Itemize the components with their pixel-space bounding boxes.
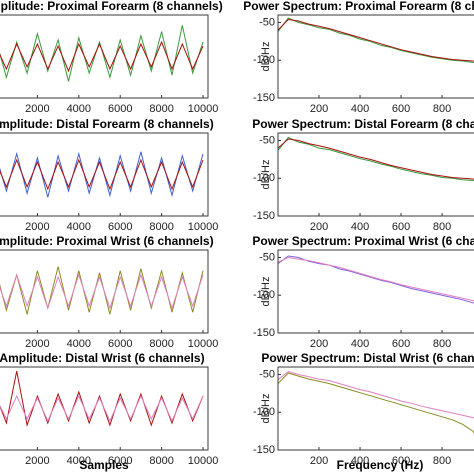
x-axis-label: Frequency (Hz) bbox=[337, 458, 424, 472]
x-tick-label: 600 bbox=[392, 103, 410, 115]
axes-frame bbox=[0, 366, 209, 451]
panel-title: Amplitude: Distal Wrist (6 channels) bbox=[0, 351, 205, 365]
trace bbox=[0, 158, 204, 191]
trace bbox=[277, 370, 474, 419]
axes-frame bbox=[0, 14, 209, 99]
panel-title: Amplitude: Distal Forearm (8 channels) bbox=[0, 117, 214, 131]
trace bbox=[277, 18, 474, 62]
trace bbox=[277, 138, 474, 180]
y-tick-label: -100 bbox=[253, 54, 275, 66]
axes-box bbox=[277, 132, 474, 217]
x-tick-label: 10000 bbox=[188, 103, 219, 115]
panel-title: Power Spectrum: Proximal Wrist (6 channe… bbox=[252, 234, 474, 248]
x-tick-label: 2000 bbox=[25, 103, 49, 115]
x-tick-label: 6000 bbox=[108, 221, 132, 233]
x-tick-label: 4000 bbox=[67, 455, 91, 467]
x-tick-label: 800 bbox=[433, 103, 451, 115]
y-tick-label: -150 bbox=[253, 444, 275, 456]
x-tick-label: 200 bbox=[310, 221, 328, 233]
x-tick-label: 8000 bbox=[149, 338, 173, 350]
y-tick-label: -150 bbox=[253, 210, 275, 222]
trace bbox=[277, 17, 474, 64]
axes-box bbox=[277, 14, 474, 99]
x-tick-label: 6000 bbox=[108, 103, 132, 115]
y-tick-label: -100 bbox=[253, 172, 275, 184]
x-tick-label: 800 bbox=[433, 455, 451, 467]
x-tick-label: 2000 bbox=[25, 338, 49, 350]
y-tick-label: -50 bbox=[259, 368, 275, 380]
y-tick-label: -50 bbox=[259, 134, 275, 146]
axes-frame bbox=[0, 132, 209, 217]
x-tick-label: 8000 bbox=[149, 221, 173, 233]
x-tick-label: 4000 bbox=[67, 103, 91, 115]
x-tick-label: 400 bbox=[351, 103, 369, 115]
panel-title: Power Spectrum: Distal Forearm (8 channe… bbox=[252, 117, 474, 131]
x-tick-label: 400 bbox=[351, 338, 369, 350]
x-tick-label: 8000 bbox=[149, 103, 173, 115]
x-tick-label: 10000 bbox=[188, 455, 219, 467]
y-tick-label: -100 bbox=[253, 406, 275, 418]
y-tick-label: -50 bbox=[259, 16, 275, 28]
y-tick-label: -50 bbox=[259, 251, 275, 263]
x-tick-label: 10000 bbox=[188, 338, 219, 350]
y-tick-label: -150 bbox=[253, 92, 275, 104]
x-tick-label: 400 bbox=[351, 455, 369, 467]
x-tick-label: 200 bbox=[310, 103, 328, 115]
axes-box bbox=[277, 366, 474, 451]
x-tick-label: 6000 bbox=[108, 338, 132, 350]
x-tick-label: 800 bbox=[433, 338, 451, 350]
trace bbox=[277, 255, 474, 304]
x-tick-label: 8000 bbox=[149, 455, 173, 467]
trace bbox=[277, 256, 474, 302]
trace bbox=[0, 273, 204, 310]
x-tick-label: 6000 bbox=[108, 455, 132, 467]
panel-title: Power Spectrum: Distal Wrist (6 channels… bbox=[261, 351, 474, 365]
axes-frame bbox=[0, 249, 209, 334]
x-tick-label: 600 bbox=[392, 221, 410, 233]
y-axis-label: dB/Hz bbox=[260, 277, 272, 307]
x-tick-label: 200 bbox=[310, 338, 328, 350]
trace bbox=[277, 136, 474, 182]
trace bbox=[0, 40, 204, 73]
trace bbox=[277, 372, 474, 434]
x-tick-label: 800 bbox=[433, 221, 451, 233]
axes-frame bbox=[277, 132, 474, 217]
y-tick-label: -150 bbox=[253, 327, 275, 339]
x-tick-label: 2000 bbox=[25, 455, 49, 467]
panel-title: Power Spectrum: Proximal Forearm (8 chan… bbox=[243, 0, 474, 13]
x-tick-label: 4000 bbox=[67, 221, 91, 233]
axes-frame bbox=[277, 249, 474, 334]
x-axis-label: Samples bbox=[79, 458, 129, 472]
x-tick-label: 10000 bbox=[188, 221, 219, 233]
axes-frame bbox=[277, 366, 474, 451]
x-tick-label: 4000 bbox=[67, 338, 91, 350]
trace bbox=[0, 151, 204, 198]
axes-frame bbox=[277, 14, 474, 99]
x-tick-label: 600 bbox=[392, 455, 410, 467]
x-tick-label: 600 bbox=[392, 338, 410, 350]
trace bbox=[0, 394, 204, 423]
panel-title: Amplitude: Proximal Wrist (6 channels) bbox=[0, 234, 214, 248]
x-tick-label: 200 bbox=[310, 455, 328, 467]
y-axis-label: dB/Hz bbox=[260, 42, 272, 72]
panel-title: Amplitude: Proximal Forearm (8 channels) bbox=[0, 0, 223, 13]
y-axis-label: dB/Hz bbox=[260, 394, 272, 424]
x-tick-label: 400 bbox=[351, 221, 369, 233]
y-axis-label: dB/Hz bbox=[260, 160, 272, 190]
x-tick-label: 2000 bbox=[25, 221, 49, 233]
axes-box bbox=[277, 249, 474, 334]
y-tick-label: -100 bbox=[253, 289, 275, 301]
